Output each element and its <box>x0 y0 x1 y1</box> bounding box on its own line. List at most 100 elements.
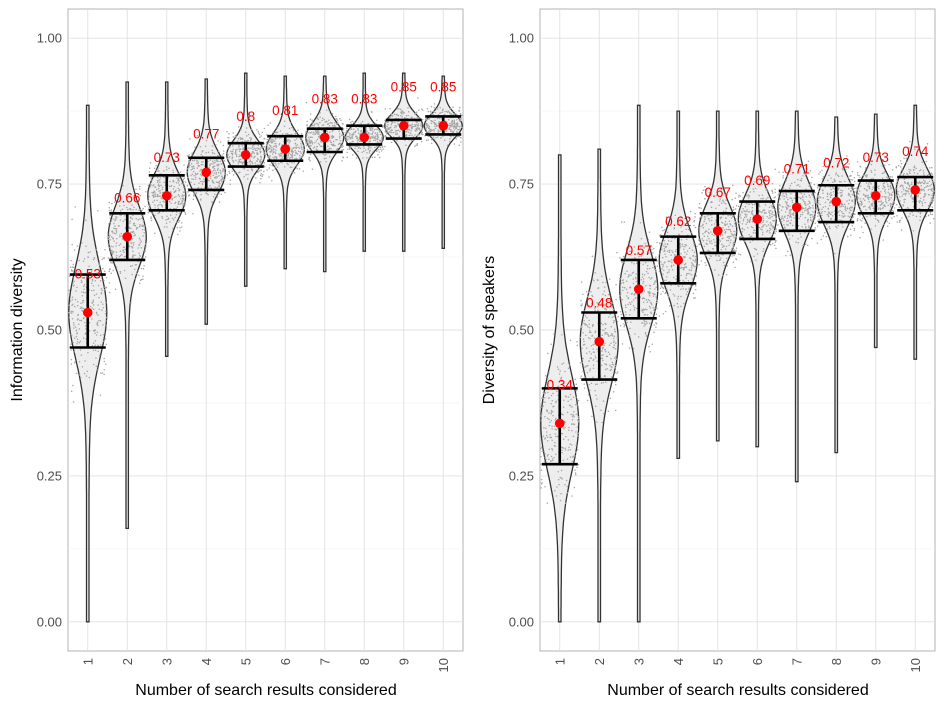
right-jitter-point <box>870 183 873 185</box>
right-jitter-point <box>888 163 890 166</box>
right-jitter-point <box>641 252 643 254</box>
left-jitter-point <box>379 148 382 150</box>
right-jitter-point <box>749 191 752 193</box>
left-jitter-point <box>308 140 310 143</box>
right-jitter-point <box>541 478 543 481</box>
left-jitter-point <box>379 146 382 149</box>
left-jitter-point <box>437 136 439 138</box>
right-jitter-point <box>809 169 812 172</box>
right-jitter-point <box>786 201 788 203</box>
left-jitter-point <box>199 173 202 176</box>
left-jitter-point <box>259 159 261 161</box>
left-x-tick-label: 10 <box>436 658 451 672</box>
left-jitter-point <box>442 108 444 111</box>
left-jitter-point <box>144 256 147 258</box>
left-jitter-point <box>183 177 186 179</box>
left-jitter-point <box>287 140 289 143</box>
left-jitter-point <box>420 140 423 143</box>
left-jitter-point <box>119 272 122 275</box>
right-jitter-point <box>850 234 852 236</box>
left-jitter-point <box>385 135 388 138</box>
left-jitter-point <box>124 277 127 279</box>
right-jitter-point <box>661 241 664 243</box>
left-jitter-point <box>244 131 247 133</box>
left-jitter-point <box>99 279 102 282</box>
right-jitter-point <box>619 325 622 327</box>
right-jitter-point <box>623 221 626 223</box>
left-jitter-point <box>80 279 83 282</box>
left-jitter-point <box>131 273 133 276</box>
left-jitter-point <box>432 136 435 138</box>
right-jitter-point <box>830 194 832 197</box>
right-jitter-point <box>890 187 892 190</box>
left-jitter-point <box>285 133 287 135</box>
left-jitter-point <box>274 156 276 158</box>
left-jitter-point <box>310 140 313 142</box>
left-jitter-point <box>76 342 78 345</box>
left-jitter-point <box>142 257 144 259</box>
right-jitter-point <box>724 203 727 205</box>
right-jitter-point <box>544 438 546 440</box>
right-jitter-point <box>552 380 554 383</box>
left-jitter-point <box>194 178 197 180</box>
left-jitter-point <box>119 243 122 245</box>
left-jitter-point <box>341 144 343 147</box>
right-jitter-point <box>807 160 810 162</box>
left-jitter-point <box>275 131 278 134</box>
right-jitter-point <box>580 326 583 328</box>
left-jitter-point <box>298 147 301 149</box>
left-jitter-point <box>303 144 305 147</box>
right-jitter-point <box>619 273 621 276</box>
left-jitter-point <box>239 148 242 151</box>
right-jitter-point <box>672 264 675 266</box>
right-jitter-point <box>640 278 643 281</box>
left-jitter-point <box>339 117 341 120</box>
left-jitter-point <box>267 124 269 126</box>
left-jitter-point <box>386 132 388 135</box>
left-jitter-point <box>270 141 273 144</box>
left-jitter-point <box>394 131 397 133</box>
left-jitter-point <box>299 157 301 159</box>
left-jitter-point <box>180 198 182 200</box>
right-jitter-point <box>738 210 740 212</box>
left-jitter-point <box>195 160 198 162</box>
left-jitter-point <box>300 133 303 135</box>
left-jitter-point <box>410 139 413 142</box>
right-jitter-point <box>649 287 651 290</box>
right-jitter-point <box>724 232 726 234</box>
left-jitter-point <box>153 167 156 170</box>
left-jitter-point <box>321 124 324 126</box>
left-jitter-point <box>192 170 195 173</box>
right-jitter-point <box>766 220 768 223</box>
right-jitter-point <box>656 299 658 301</box>
right-jitter-point <box>788 234 790 236</box>
left-jitter-point <box>71 296 74 299</box>
right-jitter-point <box>603 290 606 292</box>
left-jitter-point <box>201 183 204 186</box>
right-jitter-point <box>642 297 644 299</box>
left-jitter-point <box>72 270 74 272</box>
right-jitter-point <box>648 300 651 302</box>
left-jitter-point <box>190 169 193 171</box>
left-jitter-point <box>253 157 255 159</box>
right-jitter-point <box>769 232 771 234</box>
right-jitter-point <box>670 259 673 261</box>
left-jitter-point <box>238 155 240 158</box>
left-jitter-point <box>280 154 283 157</box>
right-jitter-point <box>793 217 795 219</box>
left-jitter-point <box>270 148 273 151</box>
left-jitter-point <box>297 129 299 131</box>
right-jitter-point <box>682 279 684 282</box>
right-jitter-point <box>869 196 871 199</box>
left-jitter-point <box>452 127 455 129</box>
right-jitter-point <box>725 228 728 231</box>
right-jitter-point <box>857 189 859 191</box>
right-jitter-point <box>664 243 666 245</box>
left-jitter-point <box>253 152 255 155</box>
left-jitter-point <box>351 133 353 136</box>
left-jitter-point <box>251 168 253 171</box>
left-jitter-point <box>380 150 383 152</box>
right-jitter-point <box>693 265 695 268</box>
left-jitter-point <box>434 119 436 122</box>
left-jitter-point <box>288 157 291 159</box>
